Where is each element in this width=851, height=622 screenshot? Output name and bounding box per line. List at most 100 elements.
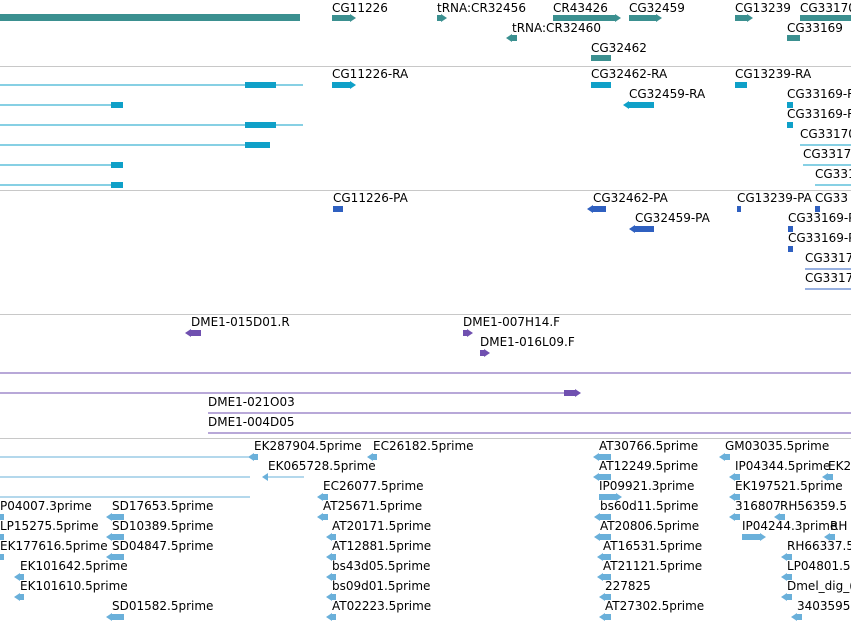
feature-ests-8[interactable]: IP04344.5prime — [729, 459, 830, 481]
track-ests: EK287904.5prime EC26182.5prime AT30766.5pr… — [0, 438, 851, 622]
feature-ests-14[interactable]: P04007.3prime — [0, 499, 92, 521]
feature-genes-3[interactable]: CR43426 — [553, 1, 621, 22]
feature-label: EK101642.5prime — [20, 559, 128, 573]
feature-label: CG33170 — [800, 1, 851, 15]
feature-ests-31[interactable]: EK101642.5prime — [14, 559, 128, 581]
feature-clones-4[interactable] — [0, 389, 581, 397]
feature-ests-1[interactable]: EK287904.5prime — [248, 439, 362, 461]
feature-ests-27[interactable]: SD04847.5prime — [106, 539, 213, 561]
feature-transcripts-3[interactable]: CG13239-RA — [735, 67, 812, 88]
feature-transcripts-10[interactable]: CG33170-RA — [800, 127, 851, 146]
feature-transcripts-1[interactable]: CG11226-RA — [332, 67, 409, 89]
feature-genes-4[interactable]: CG32459 — [629, 1, 685, 22]
feature-label: bs60d11.5prime — [600, 499, 698, 513]
feature-transcripts-4[interactable] — [0, 102, 123, 108]
feature-ests-26[interactable]: EK177616.5prime — [0, 539, 108, 561]
feature-ests-23[interactable]: AT20806.5prime — [594, 519, 699, 541]
feature-label: AT20806.5prime — [600, 519, 699, 533]
feature-transcripts-12[interactable]: CG33170-RB — [803, 147, 851, 166]
feature-ests-41[interactable]: AT27302.5prime — [599, 599, 704, 621]
feature-transcripts-13[interactable] — [0, 182, 123, 188]
feature-ests-16[interactable]: AT25671.5prime — [317, 499, 422, 521]
feature-clones-1[interactable]: DME1-007H14.F — [463, 315, 560, 337]
feature-ests-15[interactable]: SD17653.5prime — [106, 499, 213, 521]
feature-genes-8[interactable]: CG33169 — [787, 21, 843, 41]
feature-genes-7[interactable]: tRNA:CR32460 — [506, 21, 601, 42]
feature-label: CG33170-RC — [815, 167, 851, 181]
feature-genes-2[interactable]: tRNA:CR32456 — [437, 1, 526, 22]
feature-label: DME1-021O03 — [208, 395, 295, 409]
track-proteins: CG11226-PA CG32462-PA CG13239-PA CG33 CG3245… — [0, 190, 851, 314]
feature-transcripts-14[interactable]: CG33170-RC — [815, 167, 851, 186]
feature-ests-42[interactable]: 3403595 — [791, 599, 850, 621]
feature-genes-0[interactable] — [0, 14, 300, 21]
feature-label: 227825 — [605, 579, 651, 593]
feature-ests-22[interactable]: AT20171.5prime — [326, 519, 431, 541]
feature-proteins-8[interactable]: CG33170-PB — [805, 271, 851, 290]
feature-ests-25[interactable]: RH — [824, 519, 847, 541]
feature-ests-30[interactable]: RH66337.5 — [781, 539, 851, 561]
feature-proteins-5[interactable]: CG33169-PA — [788, 211, 851, 232]
feature-ests-28[interactable]: AT12881.5prime — [326, 539, 431, 561]
feature-ests-18[interactable]: 316807 — [729, 499, 781, 521]
feature-proteins-4[interactable]: CG32459-PA — [629, 211, 711, 233]
feature-ests-24[interactable]: IP04244.3prime — [742, 519, 837, 541]
feature-ests-19[interactable]: RH56359.5 — [774, 499, 847, 521]
feature-proteins-1[interactable]: CG32462-PA — [587, 191, 669, 213]
feature-ests-9[interactable]: EK2 — [822, 459, 851, 481]
feature-label: CG33169-PB — [788, 231, 851, 245]
feature-label: CG33169 — [787, 21, 843, 35]
feature-transcripts-0[interactable] — [0, 81, 303, 89]
feature-ests-39[interactable]: SD01582.5prime — [106, 599, 213, 621]
feature-ests-0[interactable] — [0, 453, 250, 461]
feature-label: CG11226-RA — [332, 67, 409, 81]
feature-proteins-6[interactable]: CG33169-PB — [788, 231, 851, 252]
feature-ests-12[interactable]: EK197521.5prime — [729, 479, 843, 501]
feature-proteins-3[interactable]: CG33 — [815, 191, 848, 212]
feature-ests-20[interactable]: LP15275.5prime — [0, 519, 99, 541]
feature-ests-37[interactable]: 227825 — [599, 579, 651, 601]
feature-ests-7[interactable]: AT12249.5prime — [593, 459, 698, 481]
feature-ests-6[interactable]: EK065728.5prime — [262, 459, 376, 481]
feature-ests-10[interactable]: EC26077.5prime — [317, 479, 424, 501]
feature-clones-6[interactable]: DME1-004D05 — [208, 415, 851, 437]
feature-ests-17[interactable]: bs60d11.5prime — [594, 499, 698, 521]
feature-clones-2[interactable]: DME1-016L09.F — [480, 335, 575, 357]
feature-proteins-7[interactable]: CG33170-PA — [805, 251, 851, 270]
feature-ests-40[interactable]: AT02223.5prime — [326, 599, 431, 621]
feature-genes-6[interactable]: CG33170 — [800, 1, 851, 21]
feature-clones-3[interactable] — [0, 372, 851, 374]
feature-ests-2[interactable]: EC26182.5prime — [367, 439, 474, 461]
feature-ests-34[interactable]: LP04801.5 — [781, 559, 851, 581]
feature-label: CG13239-RA — [735, 67, 812, 81]
feature-ests-13[interactable] — [0, 493, 250, 501]
feature-ests-4[interactable]: GM03035.5prime — [719, 439, 829, 461]
feature-label: EK197521.5prime — [735, 479, 843, 493]
feature-genes-9[interactable]: CG32462 — [591, 41, 647, 61]
feature-ests-11[interactable]: IP09921.3prime — [599, 479, 694, 501]
feature-transcripts-6[interactable]: CG33169-RA — [787, 87, 851, 108]
feature-ests-33[interactable]: AT21121.5prime — [597, 559, 702, 581]
feature-genes-1[interactable]: CG11226 — [332, 1, 388, 22]
feature-genes-5[interactable]: CG13239 — [735, 1, 791, 22]
feature-ests-38[interactable]: Dmel_dig_( — [781, 579, 851, 601]
feature-proteins-0[interactable]: CG11226-PA — [333, 191, 409, 212]
feature-transcripts-8[interactable]: CG33169-RB — [787, 107, 851, 128]
feature-ests-3[interactable]: AT30766.5prime — [593, 439, 698, 461]
feature-ests-5[interactable] — [0, 473, 250, 481]
feature-ests-32[interactable]: bs43d05.5prime — [326, 559, 430, 581]
feature-transcripts-7[interactable] — [0, 121, 303, 129]
feature-clones-0[interactable]: DME1-015D01.R — [185, 315, 290, 337]
feature-clones-5[interactable]: DME1-021O03 — [208, 395, 851, 417]
feature-ests-35[interactable]: EK101610.5prime — [14, 579, 128, 601]
feature-transcripts-5[interactable]: CG32459-RA — [623, 87, 706, 109]
feature-label: CG13239 — [735, 1, 791, 15]
feature-transcripts-11[interactable] — [0, 162, 123, 168]
feature-ests-36[interactable]: bs09d01.5prime — [326, 579, 430, 601]
feature-ests-21[interactable]: SD10389.5prime — [106, 519, 213, 541]
feature-ests-29[interactable]: AT16531.5prime — [597, 539, 702, 561]
feature-proteins-2[interactable]: CG13239-PA — [737, 191, 813, 212]
feature-transcripts-2[interactable]: CG32462-RA — [591, 67, 668, 88]
feature-transcripts-9[interactable] — [0, 142, 270, 148]
